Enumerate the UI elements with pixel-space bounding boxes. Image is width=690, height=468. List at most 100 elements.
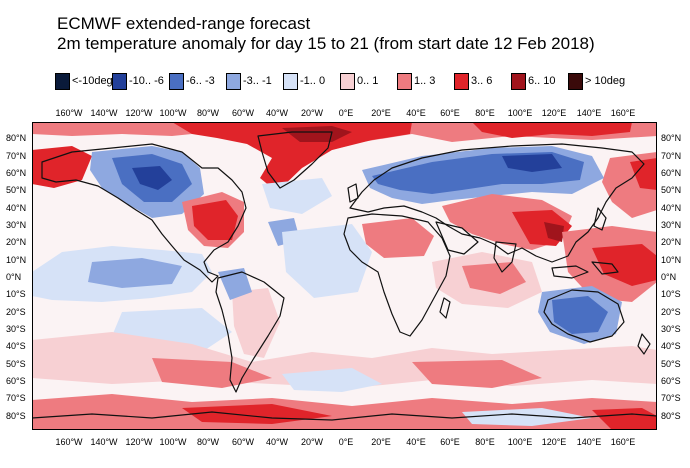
anomaly-region bbox=[152, 358, 272, 388]
lat-label-right: 10°N bbox=[661, 255, 682, 265]
legend-label: 6.. 10 bbox=[528, 75, 556, 87]
coastline-australia bbox=[543, 289, 625, 343]
anomaly-region bbox=[592, 244, 657, 286]
anomaly-region bbox=[362, 218, 434, 258]
lon-label-top: 160°W bbox=[55, 108, 83, 118]
lon-label-bottom: 140°W bbox=[90, 437, 118, 447]
legend-swatch bbox=[226, 73, 241, 90]
legend-swatch bbox=[454, 73, 469, 90]
lon-label-bottom: 160°E bbox=[610, 437, 636, 447]
lat-label-right: 10°S bbox=[661, 289, 681, 299]
legend-label: 0.. 1 bbox=[357, 75, 379, 87]
lon-label-bottom: 100°W bbox=[159, 437, 187, 447]
lat-label-right: 50°N bbox=[661, 185, 682, 195]
lon-label-bottom: 160°W bbox=[55, 437, 83, 447]
coastline-eurasia bbox=[349, 143, 645, 263]
legend-swatch bbox=[397, 73, 412, 90]
anomaly-region bbox=[462, 262, 526, 294]
coastline-arabia bbox=[435, 221, 479, 255]
lat-label-left: 20°S bbox=[6, 307, 26, 317]
anomaly-region bbox=[472, 122, 632, 138]
chart-title-line-2: 2m temperature anomaly for day 15 to 21 … bbox=[57, 34, 595, 53]
lon-label-top: 100°E bbox=[507, 108, 533, 118]
lon-label-bottom: 120°E bbox=[541, 437, 567, 447]
lon-label-top: 60°W bbox=[231, 108, 255, 118]
lon-label-bottom: 80°W bbox=[196, 437, 220, 447]
lon-label-bottom: 60°E bbox=[440, 437, 460, 447]
anomaly-region bbox=[282, 368, 382, 392]
legend-label: 3.. 6 bbox=[471, 75, 493, 87]
legend-swatch bbox=[55, 73, 70, 90]
lat-label-right: 60°N bbox=[661, 168, 682, 178]
legend-label: -3.. -1 bbox=[243, 75, 272, 87]
lat-label-left: 60°S bbox=[6, 376, 26, 386]
anomaly-region bbox=[192, 200, 238, 240]
legend-swatch bbox=[340, 73, 355, 90]
legend-swatch bbox=[283, 73, 298, 90]
anomaly-region bbox=[172, 122, 412, 192]
lon-label-top: 20°W bbox=[300, 108, 324, 118]
lon-label-bottom: 20°E bbox=[371, 437, 391, 447]
lat-label-right: 40°S bbox=[661, 341, 681, 351]
anomaly-region bbox=[88, 258, 182, 288]
coastline-indonesia bbox=[551, 265, 589, 279]
lat-label-left: 30°N bbox=[6, 220, 27, 230]
coastlines bbox=[32, 131, 657, 421]
lon-label-bottom: 140°E bbox=[576, 437, 602, 447]
lat-label-right: 40°N bbox=[661, 203, 682, 213]
lat-label-left: 40°N bbox=[6, 203, 27, 213]
coastline-new-zealand bbox=[637, 333, 651, 355]
coastline-japan bbox=[593, 207, 607, 231]
chart-title-line-1: ECMWF extended-range forecast bbox=[57, 14, 311, 33]
anomaly-region bbox=[282, 224, 372, 298]
lon-label-top: 140°W bbox=[90, 108, 118, 118]
lat-label-left: 40°S bbox=[6, 341, 26, 351]
legend-swatch bbox=[169, 73, 184, 90]
lon-label-top: 120°W bbox=[125, 108, 153, 118]
lon-label-bottom: 40°W bbox=[265, 437, 289, 447]
lon-label-top: 120°E bbox=[541, 108, 567, 118]
coastline-south-america bbox=[215, 271, 285, 393]
lat-label-left: 60°N bbox=[6, 168, 27, 178]
lon-label-top: 80°E bbox=[475, 108, 495, 118]
coastline-new-guinea bbox=[591, 261, 619, 275]
lat-label-right: 0°N bbox=[661, 272, 677, 282]
lat-label-left: 10°S bbox=[6, 289, 26, 299]
lon-label-bottom: 0°E bbox=[338, 437, 354, 447]
coastline-north-america bbox=[41, 143, 247, 283]
lon-label-top: 140°E bbox=[576, 108, 602, 118]
lat-label-right: 80°N bbox=[661, 133, 682, 143]
lat-label-right: 50°S bbox=[661, 359, 681, 369]
lat-label-right: 80°S bbox=[661, 411, 681, 421]
lon-label-bottom: 20°W bbox=[300, 437, 324, 447]
legend-label: <-10deg bbox=[72, 75, 113, 87]
lat-label-right: 30°S bbox=[661, 324, 681, 334]
lat-label-right: 20°N bbox=[661, 237, 682, 247]
anomaly-region bbox=[32, 146, 92, 188]
anomaly-region bbox=[462, 408, 592, 426]
coastline-greenland bbox=[257, 131, 333, 189]
lat-label-left: 80°S bbox=[6, 411, 26, 421]
lat-label-right: 70°N bbox=[661, 151, 682, 161]
anomaly-region bbox=[502, 154, 562, 172]
coastline-india bbox=[493, 241, 517, 273]
lat-label-left: 70°N bbox=[6, 151, 27, 161]
coastline-antarctica bbox=[32, 411, 657, 421]
lat-label-right: 60°S bbox=[661, 376, 681, 386]
anomaly-region bbox=[132, 166, 172, 190]
lat-label-left: 70°S bbox=[6, 393, 26, 403]
temperature-anomaly-map bbox=[32, 122, 657, 430]
lon-label-top: 160°E bbox=[610, 108, 636, 118]
lat-label-right: 70°S bbox=[661, 393, 681, 403]
lat-label-left: 30°S bbox=[6, 324, 26, 334]
legend-label: 1.. 3 bbox=[414, 75, 436, 87]
lon-label-bottom: 60°W bbox=[231, 437, 255, 447]
lon-label-top: 40°W bbox=[265, 108, 289, 118]
legend-swatch bbox=[511, 73, 526, 90]
lat-label-left: 80°N bbox=[6, 133, 27, 143]
legend-label: -1.. 0 bbox=[300, 75, 326, 87]
lat-label-left: 10°N bbox=[6, 255, 27, 265]
lat-label-left: 0°N bbox=[6, 272, 22, 282]
anomaly-region bbox=[412, 360, 542, 388]
lon-label-bottom: 100°E bbox=[507, 437, 533, 447]
